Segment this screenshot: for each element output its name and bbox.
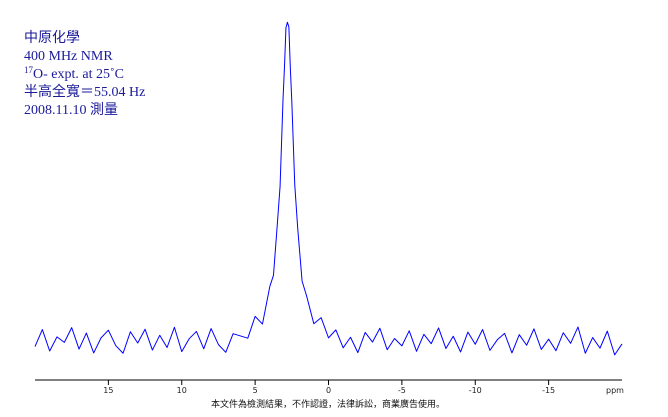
note: 中原化學 — [24, 30, 80, 46]
x-tick-label: -15 — [542, 386, 555, 395]
footer: 本文件為檢測結果，不作認證，法律訴訟，商業廣告使用。 — [211, 398, 445, 410]
note: 17O- expt. at 25˚C — [24, 65, 124, 82]
x-tick-label: 15 — [103, 386, 113, 395]
x-tick-label: 0 — [326, 386, 331, 395]
note: 半高全寬＝55.04 Hz — [24, 83, 145, 100]
x-tick-label: -10 — [469, 386, 482, 395]
note: 2008.11.10 測量 — [24, 102, 118, 118]
note: 400 MHz NMR — [24, 49, 113, 64]
x-tick-label: -5 — [398, 386, 406, 395]
x-tick-label: 10 — [177, 386, 187, 395]
x-tick-label: 5 — [253, 386, 258, 395]
x-axis-label: ppm — [606, 386, 624, 395]
note-superscript: 17 — [24, 65, 34, 75]
spectrum-line — [34, 21, 623, 356]
note-text: O- expt. at 25˚C — [33, 67, 124, 82]
